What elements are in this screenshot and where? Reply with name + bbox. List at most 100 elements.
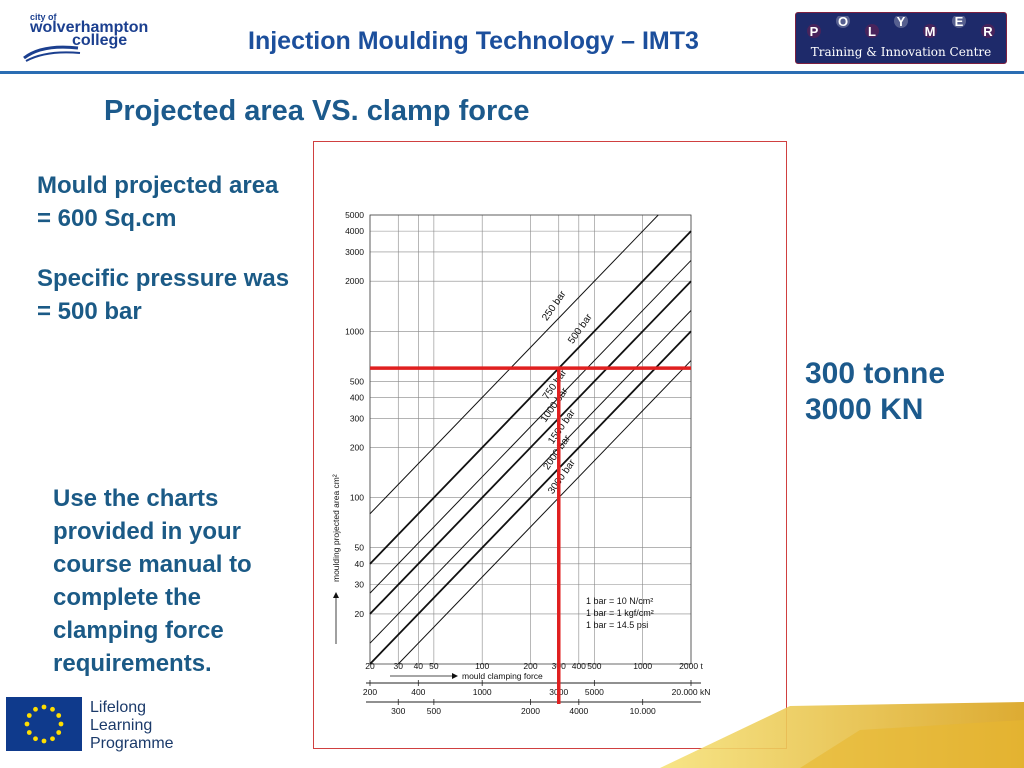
college-logo-line1: city of bbox=[30, 12, 57, 22]
eu-star bbox=[41, 738, 47, 744]
pressure-line bbox=[369, 260, 692, 594]
note-projected-area: Mould projected area = 600 Sq.cm bbox=[37, 172, 279, 232]
kn-tick-label: 4000 bbox=[569, 706, 588, 716]
y-tick-label: 2000 bbox=[345, 276, 364, 286]
unit-note-line: 1 bar = 10 N/cm² bbox=[586, 596, 653, 606]
kn-tick-label: 20.000 kN bbox=[672, 687, 711, 697]
eu-star bbox=[26, 713, 32, 718]
polymer-logo: P O L Y M E R Training & Innovation Centre bbox=[795, 12, 1007, 64]
polymer-letter-bg bbox=[981, 24, 995, 38]
polymer-letter: P bbox=[810, 24, 819, 39]
pressure-line bbox=[369, 330, 692, 665]
note-instructions: Use the charts provided in your course m… bbox=[53, 485, 252, 677]
polymer-letter: R bbox=[983, 24, 993, 39]
x-tick-label: 20 bbox=[365, 661, 375, 671]
polymer-letter: L bbox=[868, 24, 876, 39]
polymer-subtitle: Training & Innovation Centre bbox=[810, 45, 992, 59]
eu-star bbox=[41, 704, 47, 710]
kn-tick-label: 2000 bbox=[521, 706, 540, 716]
x-tick-label: 2000 t bbox=[679, 661, 703, 671]
pressure-line bbox=[369, 310, 692, 644]
x-tick-label: 200 bbox=[523, 661, 537, 671]
eu-star bbox=[50, 736, 55, 742]
polymer-letter: E bbox=[955, 16, 964, 29]
slide-header: city of wolverhampton college Injection … bbox=[0, 0, 1024, 72]
polymer-letter-bg bbox=[894, 16, 908, 28]
pressure-line bbox=[369, 230, 692, 565]
y-tick-label: 40 bbox=[355, 559, 365, 569]
college-logo-line3: college bbox=[72, 32, 128, 49]
x-tick-label: 30 bbox=[394, 661, 404, 671]
unit-note-line: 1 bar = 14.5 psi bbox=[586, 620, 648, 630]
llp-line-2: Learning bbox=[90, 717, 153, 734]
kn-tick-label: 200 bbox=[363, 687, 377, 697]
x-axis-title: mould clamping force bbox=[462, 671, 543, 681]
eu-star bbox=[50, 706, 55, 712]
y-tick-label: 1000 bbox=[345, 326, 364, 336]
eu-star bbox=[56, 713, 62, 718]
llp-line-3: Programme bbox=[90, 735, 174, 752]
y-tick-label: 400 bbox=[350, 392, 364, 402]
kn-tick-label: 5000 bbox=[585, 687, 604, 697]
note-specific-pressure: Specific pressure was = 500 bar bbox=[37, 265, 290, 325]
answer-block: 300 tonne 3000 KN bbox=[805, 356, 945, 428]
y-tick-label: 200 bbox=[350, 443, 364, 453]
polymer-letter: Y bbox=[897, 16, 906, 29]
pressure-lines bbox=[369, 214, 692, 665]
polymer-letter: M bbox=[925, 24, 936, 39]
kn-tick-label: 300 bbox=[391, 706, 405, 716]
x-tick-label: 100 bbox=[475, 661, 489, 671]
x-tick-label: 1000 bbox=[633, 661, 652, 671]
x-axis-arrow-head bbox=[452, 673, 458, 679]
polymer-letter: O bbox=[838, 16, 848, 29]
pressure-line-label: 500 bar bbox=[566, 311, 595, 346]
y-axis-title: moulding projected area cm² bbox=[331, 474, 341, 582]
polymer-letter-bg bbox=[865, 24, 879, 38]
y-tick-label: 300 bbox=[350, 413, 364, 423]
y-tick-label: 3000 bbox=[345, 247, 364, 257]
eu-star bbox=[58, 721, 64, 727]
y-tick-label: 20 bbox=[355, 609, 365, 619]
header-divider bbox=[0, 71, 1024, 74]
y-tick-label: 5000 bbox=[345, 210, 364, 220]
polymer-letter-bg bbox=[923, 24, 937, 38]
eu-star bbox=[24, 721, 30, 727]
eu-flag-icon bbox=[6, 697, 82, 751]
x-tick-label: 500 bbox=[587, 661, 601, 671]
eu-star bbox=[33, 736, 38, 742]
pressure-line bbox=[369, 214, 659, 515]
slide-title: Projected area VS. clamp force bbox=[104, 95, 530, 127]
unit-note-line: 1 bar = 1 kgf/cm² bbox=[586, 608, 654, 618]
college-logo: city of wolverhampton college bbox=[22, 12, 162, 62]
x-tick-label: 400 bbox=[572, 661, 586, 671]
y-tick-label: 30 bbox=[355, 580, 365, 590]
college-logo-line2: wolverhampton bbox=[30, 19, 149, 36]
kn-tick-label: 10.000 bbox=[630, 706, 656, 716]
kn-tick-label: 500 bbox=[427, 706, 441, 716]
pressure-line-label: 250 bar bbox=[540, 288, 569, 323]
header-title: Injection Moulding Technology – IMT3 bbox=[248, 27, 699, 55]
answer-kn: 3000 KN bbox=[805, 393, 924, 426]
chart-grid bbox=[369, 214, 692, 665]
plot-border bbox=[369, 214, 692, 665]
llp-line-1: Lifelong bbox=[90, 699, 147, 716]
polymer-letter-bg bbox=[807, 24, 821, 38]
pressure-line bbox=[369, 280, 692, 615]
answer-tonnes: 300 tonne bbox=[805, 357, 946, 390]
y-tick-label: 100 bbox=[350, 493, 364, 503]
polymer-letter-bg bbox=[836, 16, 850, 28]
llp-logo: Lifelong Learning Programme bbox=[6, 697, 226, 753]
chart-frame: 250 bar 500 bar 750 bar 1000 bar 1500 bar 200… bbox=[313, 141, 787, 749]
polymer-letter-bg bbox=[952, 16, 966, 28]
x-tick-label: 40 bbox=[414, 661, 424, 671]
eu-star bbox=[56, 730, 62, 735]
llp-text: Lifelong Learning Programme bbox=[90, 699, 174, 753]
y-tick-label: 4000 bbox=[345, 226, 364, 236]
y-tick-label: 50 bbox=[355, 543, 365, 553]
kn-tick-label: 400 bbox=[411, 687, 425, 697]
eu-star bbox=[33, 706, 38, 712]
kn-tick-label: 1000 bbox=[473, 687, 492, 697]
y-tick-label: 500 bbox=[350, 376, 364, 386]
